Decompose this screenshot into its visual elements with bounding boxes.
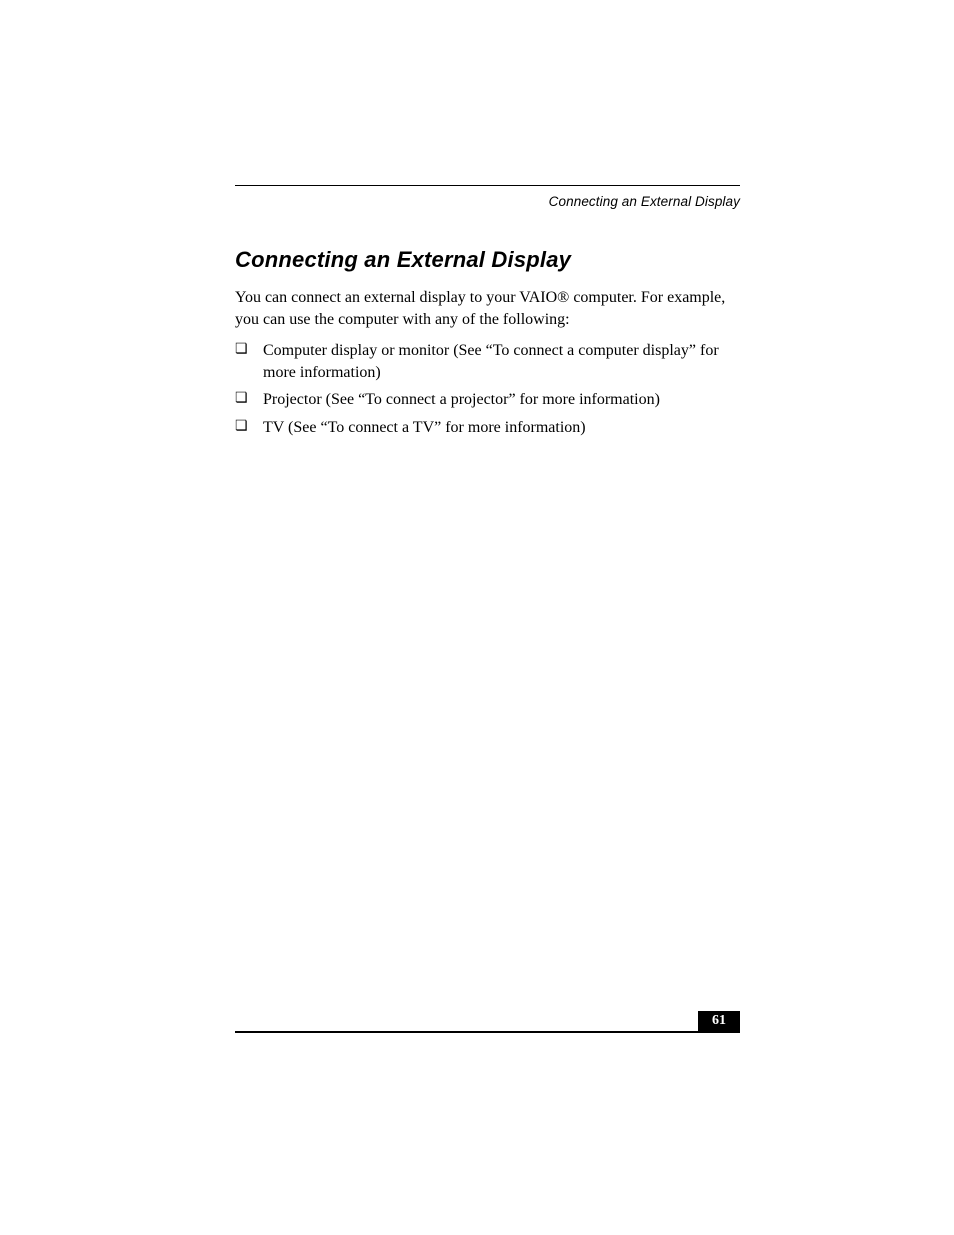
bullet-list: Computer display or monitor (See “To con…	[235, 340, 740, 438]
list-item: TV (See “To connect a TV” for more infor…	[235, 417, 740, 439]
running-head: Connecting an External Display	[235, 194, 740, 209]
bottom-rule	[235, 1031, 740, 1033]
top-rule	[235, 185, 740, 186]
intro-paragraph: You can connect an external display to y…	[235, 287, 740, 330]
page-number: 61	[698, 1011, 740, 1031]
list-item: Computer display or monitor (See “To con…	[235, 340, 740, 383]
page-footer: 61	[235, 1013, 740, 1033]
section-heading: Connecting an External Display	[235, 247, 740, 273]
list-item: Projector (See “To connect a projector” …	[235, 389, 740, 411]
page-content: Connecting an External Display Connectin…	[235, 185, 740, 445]
